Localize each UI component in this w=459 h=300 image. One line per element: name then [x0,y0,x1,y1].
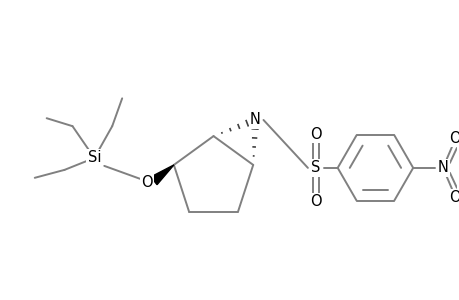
Text: O: O [141,175,152,190]
Text: Si: Si [87,150,101,165]
Polygon shape [151,165,174,185]
Text: N: N [437,160,448,175]
Text: O: O [309,127,321,142]
Text: O: O [309,194,321,209]
Text: O: O [448,190,459,205]
Text: N: N [250,112,260,128]
Text: S: S [310,160,320,175]
Text: O: O [448,130,459,146]
